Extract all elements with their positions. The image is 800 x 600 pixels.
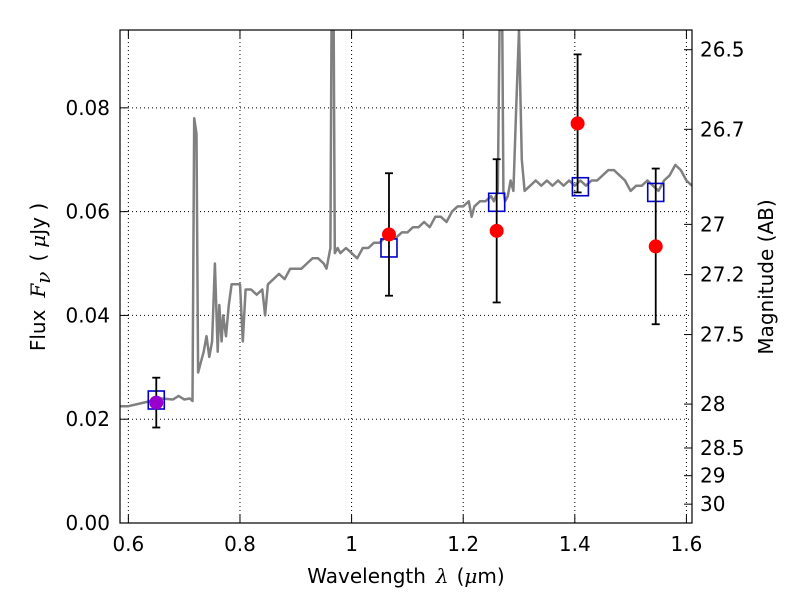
- y-tick-label: 0.04: [65, 303, 110, 327]
- x-tick-label: 1.6: [671, 532, 703, 556]
- magnitude-tick-label: 27.2: [700, 263, 745, 287]
- y-axis-subscript: ν: [31, 272, 55, 284]
- model-squares: [147, 176, 665, 410]
- magnitude-tick-label: 30: [700, 492, 725, 516]
- x-tick-label: 1.2: [447, 532, 479, 556]
- y-axis-title-text: Flux: [26, 309, 50, 351]
- x-tick-label: 1.4: [559, 532, 591, 556]
- y-axis-symbol: F: [26, 283, 50, 299]
- y-axis-unit-rest: Jy ): [26, 203, 50, 237]
- observed-points: [149, 53, 663, 429]
- plot-frame: [119, 29, 693, 524]
- x-axis-symbol: λ: [435, 564, 449, 588]
- y-axis-title: Flux Fν ( μJy ): [26, 203, 55, 351]
- magnitude-tick-label: 28: [700, 392, 725, 416]
- x-axis-title-text: Wavelength: [307, 564, 426, 588]
- magnitude-axis-title: Magnitude (AB): [754, 199, 778, 354]
- x-tick-label: 0.8: [224, 532, 256, 556]
- y-tick-label: 0.06: [65, 200, 110, 224]
- y-tick-label: 0.02: [65, 407, 110, 431]
- observed-point-marker: [648, 239, 663, 254]
- magnitude-tick-label: 28.5: [700, 436, 745, 460]
- observed-point-marker: [381, 227, 396, 242]
- y-tick-label: 0.08: [65, 96, 110, 120]
- spectrum-line: [120, 30, 692, 408]
- magnitude-tick-label: 26.5: [700, 38, 745, 62]
- y-axis-unit-mu: μ: [26, 235, 50, 248]
- x-axis-ticks: 0.6 0.8 1 1.2 1.4 1.6: [112, 30, 702, 556]
- y-axis-unit-open: (: [26, 254, 50, 262]
- observed-point-marker: [570, 116, 585, 131]
- x-axis-title: Wavelength λ (μm): [307, 564, 504, 588]
- magnitude-tick-label: 27.5: [700, 323, 745, 347]
- magnitude-tick-label: 27: [700, 212, 725, 236]
- magnitude-axis-ticks: 26.5 26.7 27 27.2 27.5 28 28.5 29 30: [684, 38, 745, 516]
- x-axis-unit-open: (: [457, 564, 465, 588]
- spectrum-curve: [120, 30, 692, 408]
- observed-point-marker: [489, 223, 504, 238]
- x-tick-label: 1: [345, 532, 358, 556]
- magnitude-tick-label: 29: [700, 464, 725, 488]
- y-axis-ticks: 0.00 0.02 0.04 0.06 0.08: [65, 96, 128, 535]
- x-axis-unit-mu: μ: [464, 564, 477, 588]
- x-tick-label: 0.6: [112, 532, 144, 556]
- y-tick-label: 0.00: [65, 511, 110, 535]
- observed-point-marker: [149, 395, 164, 410]
- model-square-marker: [571, 176, 590, 197]
- magnitude-tick-label: 26.7: [700, 117, 745, 141]
- grid-lines: [120, 30, 692, 523]
- x-axis-unit-rest: m): [477, 564, 504, 588]
